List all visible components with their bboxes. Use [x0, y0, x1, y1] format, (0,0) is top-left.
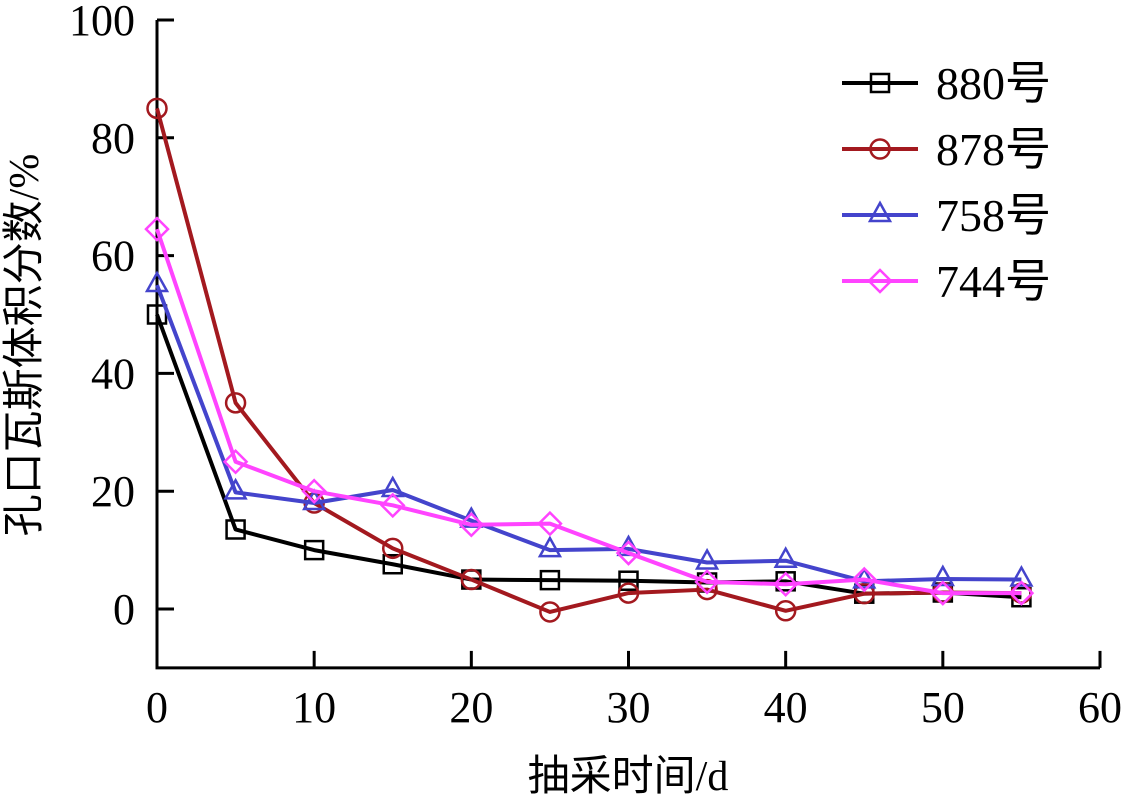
legend-item: 758号 — [842, 190, 1051, 241]
y-tick-label: 80 — [91, 114, 135, 163]
y-tick-label: 100 — [69, 0, 135, 45]
marker-square — [382, 553, 403, 575]
marker-diamond — [458, 512, 485, 538]
marker-triangle — [867, 200, 893, 223]
series-0 — [146, 304, 1032, 608]
marker-triangle — [930, 564, 955, 587]
legend-label: 878号 — [936, 124, 1051, 175]
series-line — [155, 313, 1022, 600]
marker-diamond — [851, 566, 878, 593]
y-axis-title: 孔口瓦斯体积分数/% — [2, 154, 48, 537]
legend-item: 744号 — [842, 256, 1051, 307]
marker-triangle — [144, 270, 170, 293]
marker-diamond — [1008, 580, 1035, 606]
marker-triangle — [302, 488, 327, 511]
marker-diamond — [615, 540, 642, 566]
marker-square — [146, 304, 168, 325]
x-tick-label: 0 — [146, 683, 168, 732]
marker-square — [869, 72, 891, 94]
y-tick-label: 0 — [113, 585, 135, 634]
x-tick-label: 10 — [292, 683, 336, 732]
marker-triangle — [223, 477, 248, 500]
marker-circle — [853, 582, 875, 605]
legend-label: 744号 — [936, 256, 1051, 307]
legend-label: 758号 — [936, 190, 1051, 241]
marker-circle — [869, 138, 891, 160]
marker-square — [539, 569, 561, 591]
y-tick-label: 20 — [91, 467, 135, 516]
marker-diamond — [537, 510, 563, 537]
marker-diamond — [144, 216, 170, 242]
x-tick-label: 40 — [764, 683, 808, 732]
x-tick-label: 20 — [449, 683, 493, 732]
marker-diamond — [694, 569, 720, 595]
marker-diamond — [772, 571, 799, 598]
x-tick-label: 30 — [607, 683, 651, 732]
x-tick-label: 50 — [921, 683, 965, 732]
series-3 — [144, 216, 1035, 606]
series-line — [155, 228, 1022, 596]
marker-circle — [617, 582, 640, 604]
axes: 0 20 40 60 80 100 0 10 20 30 40 50 60 — [69, 0, 1122, 732]
marker-circle — [382, 537, 404, 560]
marker-triangle — [1009, 564, 1034, 587]
marker-circle — [146, 97, 168, 120]
series-group — [144, 97, 1035, 623]
marker-square — [618, 570, 639, 591]
marker-triangle — [694, 547, 720, 570]
marker-square — [225, 519, 246, 540]
legend-label: 880号 — [936, 58, 1051, 109]
marker-circle — [539, 601, 561, 623]
y-tick-label: 40 — [91, 349, 135, 398]
marker-diamond — [930, 580, 956, 606]
marker-circle — [224, 392, 247, 414]
marker-diamond — [222, 448, 249, 475]
marker-circle — [460, 568, 483, 591]
marker-triangle — [537, 535, 563, 558]
marker-circle — [774, 600, 797, 622]
marker-diamond — [867, 268, 893, 294]
marker-diamond — [301, 478, 327, 504]
y-tick-label: 60 — [91, 232, 135, 281]
legend: 880号 878号 758号 744号 — [842, 58, 1051, 307]
legend-item: 880号 — [842, 58, 1051, 109]
marker-triangle — [773, 546, 798, 568]
x-axis-title: 抽采时间/d — [528, 754, 729, 800]
marker-diamond — [379, 492, 406, 519]
marker-square — [303, 539, 325, 561]
x-tick-label: 60 — [1078, 683, 1122, 732]
legend-item: 878号 — [842, 124, 1051, 175]
